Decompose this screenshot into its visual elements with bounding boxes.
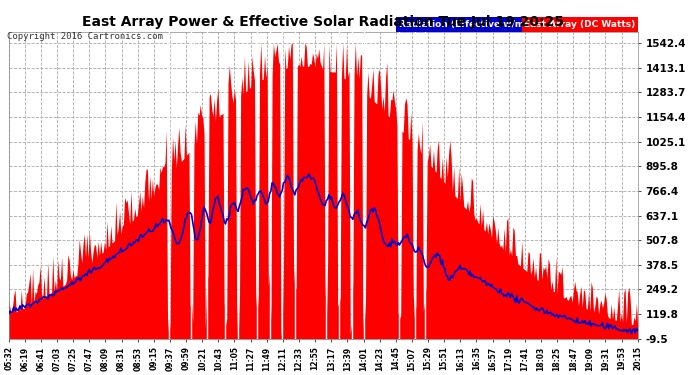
Text: Radiation (Effective w/m2): Radiation (Effective w/m2)	[399, 20, 534, 29]
Text: Copyright 2016 Cartronics.com: Copyright 2016 Cartronics.com	[7, 32, 163, 41]
Title: East Array Power & Effective Solar Radiation Tue Jul 19 20:25: East Array Power & Effective Solar Radia…	[82, 15, 564, 29]
Text: East Array (DC Watts): East Array (DC Watts)	[524, 20, 635, 29]
